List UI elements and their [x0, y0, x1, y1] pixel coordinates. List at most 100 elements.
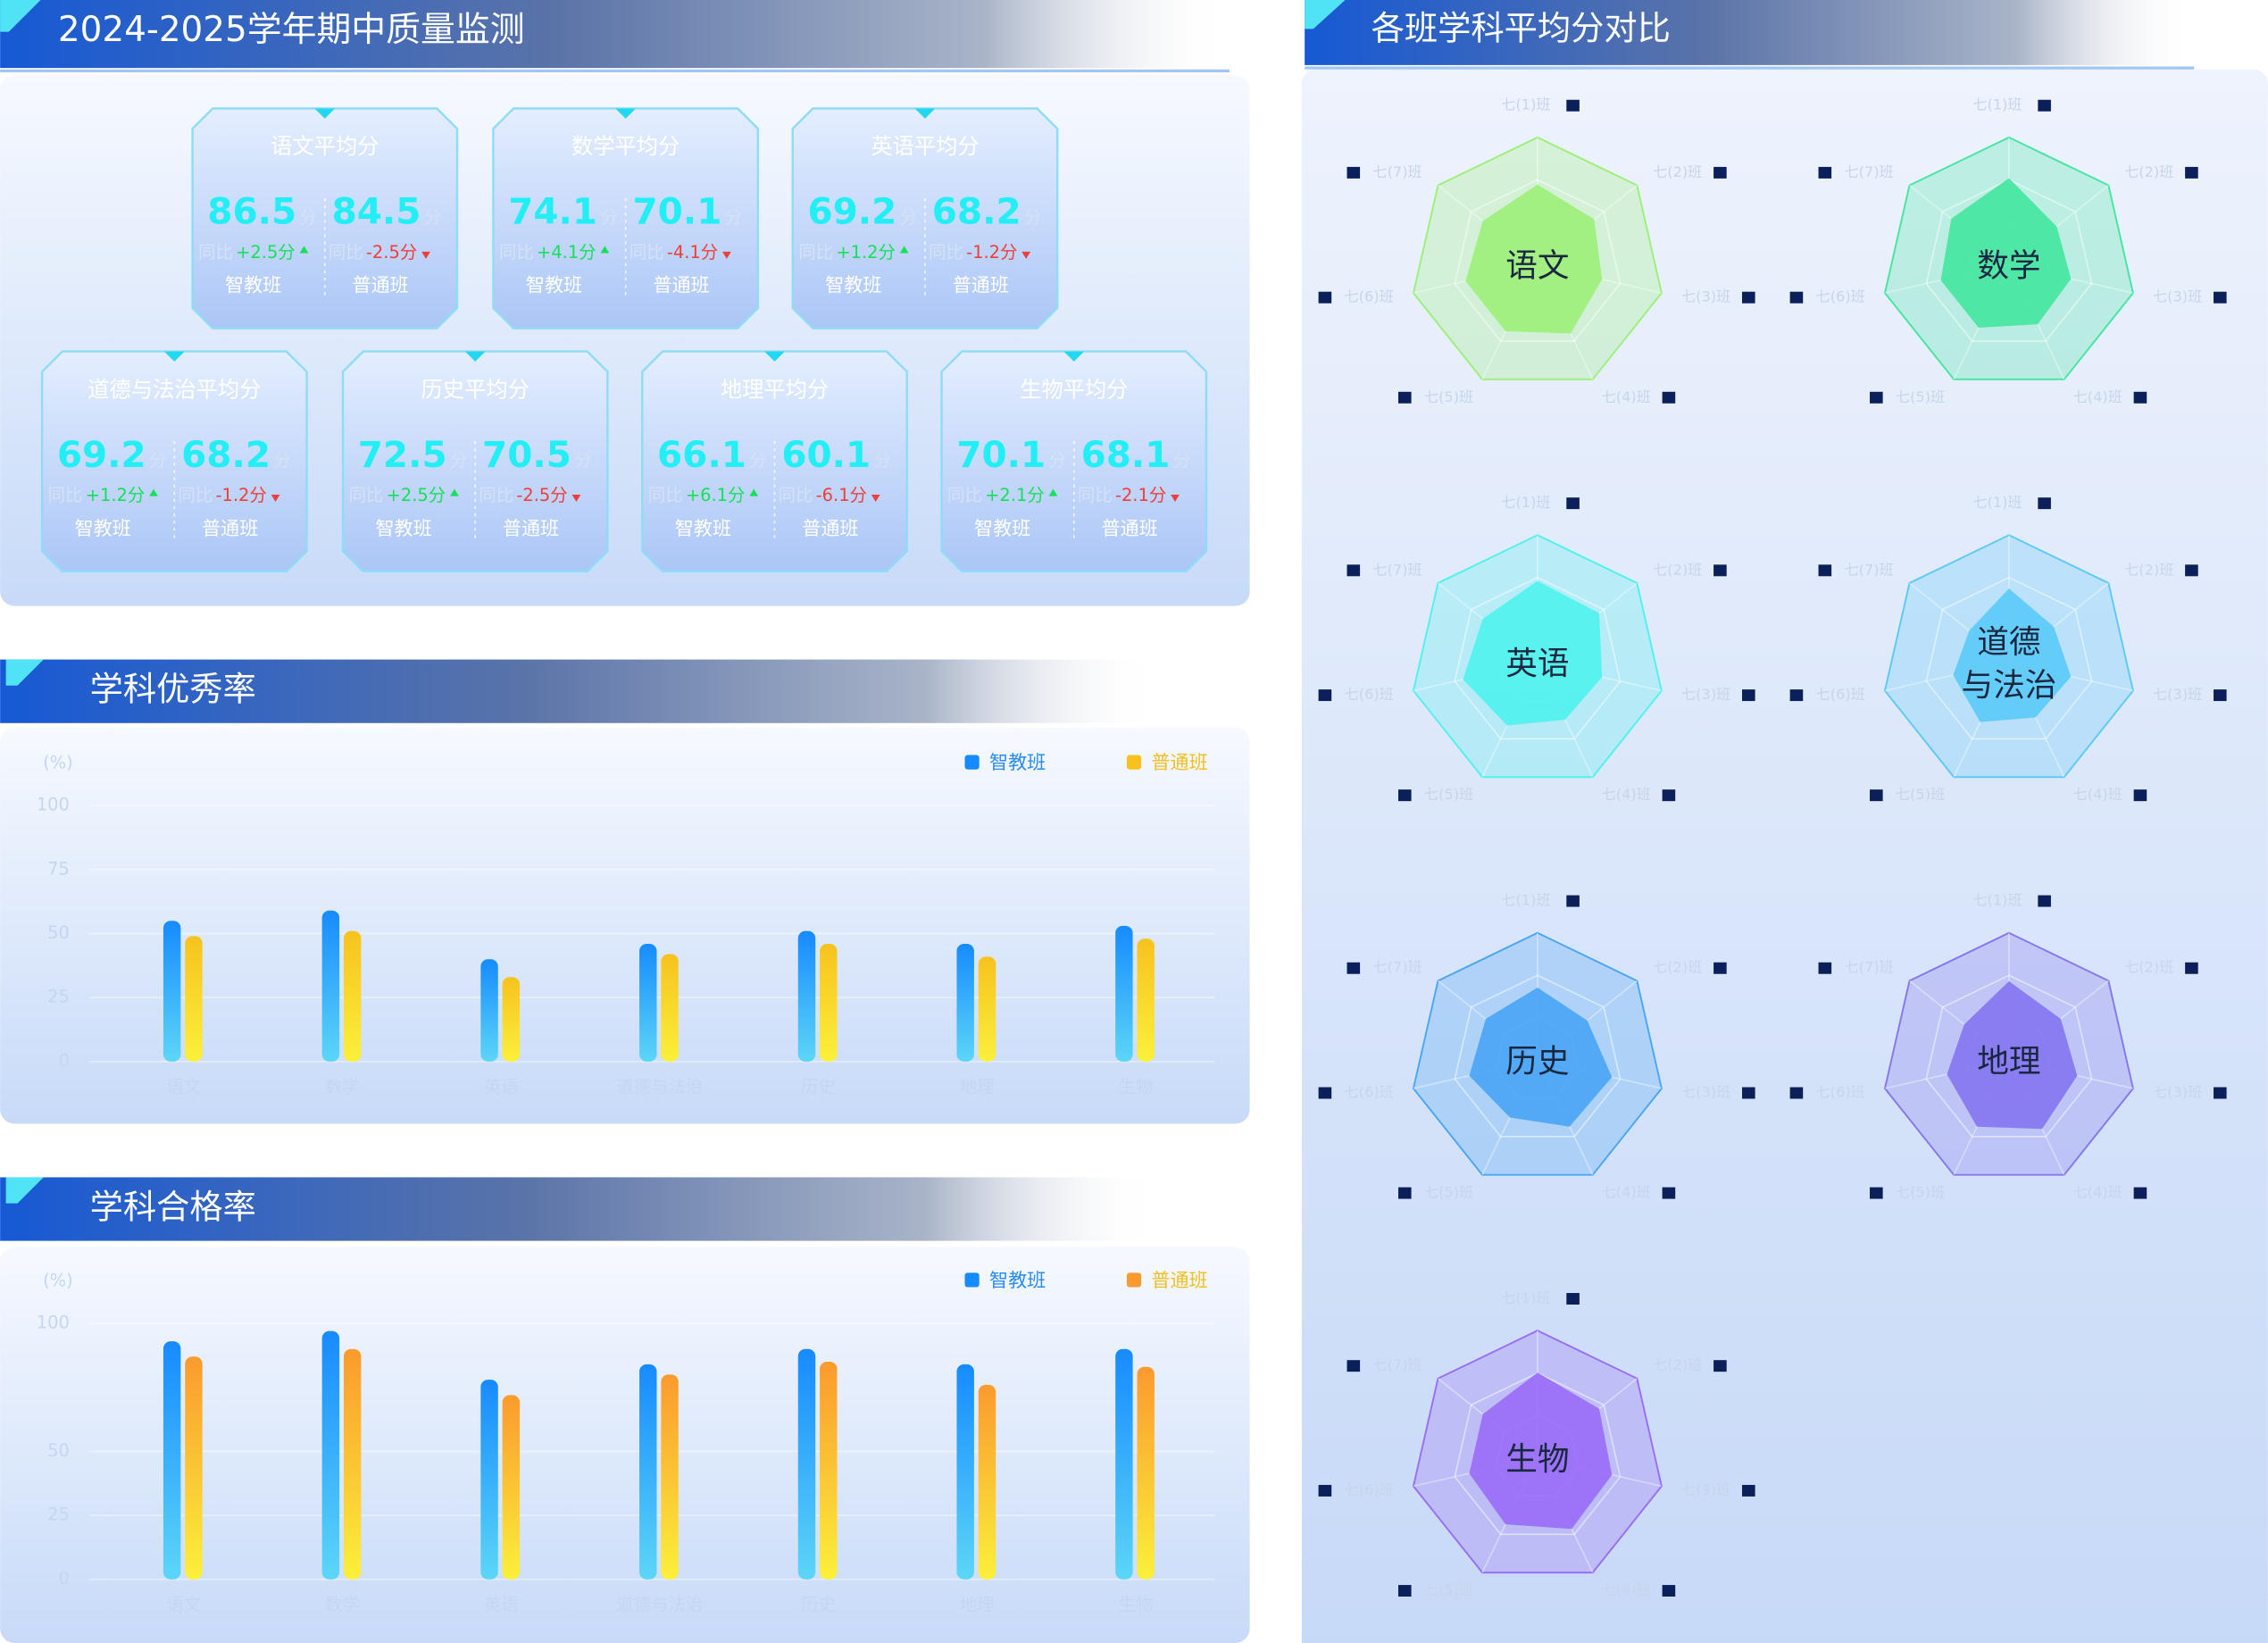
value-box [1318, 1484, 1332, 1497]
bar [1115, 1348, 1133, 1580]
yoy-label: 同比 [178, 485, 213, 505]
bar [343, 930, 362, 1062]
radar-center-label: 英语 [1505, 646, 1569, 682]
radar-category: 七(6)班 [1345, 288, 1394, 305]
bar [1137, 938, 1155, 1062]
value-box [1397, 391, 1412, 404]
card-title: 数学平均分 [571, 133, 680, 159]
yoy-label: 同比 [798, 242, 833, 263]
yoy-arrow [749, 488, 759, 496]
y-tick-label: 75 [47, 858, 70, 879]
radar-category: 七(1)班 [1501, 494, 1550, 511]
class-label: 普通班 [953, 274, 1009, 296]
score-value: 60.1 [781, 433, 871, 476]
radar-center-label: 数学 [1977, 248, 2040, 285]
class-label: 智教班 [825, 274, 881, 296]
yoy-arrow [299, 246, 309, 254]
value-box [1566, 99, 1580, 112]
score-card [940, 350, 1208, 573]
value-box [1662, 789, 1676, 802]
y-axis-label: (%) [43, 1271, 73, 1291]
value-box [2214, 1087, 2227, 1099]
value-box [1741, 1484, 1755, 1497]
score-unit: 分 [749, 450, 766, 471]
yoy-change: -6.1分 [816, 485, 867, 505]
radar-category: 七(4)班 [1602, 1581, 1651, 1598]
radar-area [1463, 580, 1603, 726]
value-box [2038, 895, 2051, 907]
yoy-arrow [600, 246, 610, 254]
score-value: 72.5 [358, 433, 447, 476]
radar-center-label: 历史 [1505, 1043, 1569, 1080]
bar [502, 1395, 521, 1580]
radar-category: 七(2)班 [2124, 163, 2173, 180]
value-box [1818, 166, 1832, 179]
score-unit: 分 [600, 207, 617, 228]
yoy-change: +1.2分 [86, 485, 146, 505]
banner-accent [0, 0, 41, 32]
value-box [1870, 391, 1883, 404]
bar [321, 910, 340, 1062]
y-axis-label: (%) [43, 753, 73, 773]
score-card [791, 107, 1059, 329]
x-tick-label: 地理 [960, 1077, 995, 1097]
x-tick-label: 语文 [166, 1077, 201, 1097]
yoy-label: 同比 [779, 485, 813, 505]
value-box [2185, 166, 2198, 179]
bar [1115, 925, 1133, 1062]
x-tick-label: 数学 [325, 1594, 360, 1614]
bar [978, 1384, 996, 1580]
radar-category: 七(7)班 [1372, 1356, 1422, 1373]
yoy-change: +1.2分 [836, 242, 896, 263]
value-box [1714, 1360, 1727, 1372]
class-label: 智教班 [675, 517, 731, 539]
yoy-label: 同比 [48, 485, 83, 505]
x-tick-label: 生物 [1118, 1594, 1153, 1614]
class-label: 普通班 [353, 274, 409, 296]
yoy-change: -2.1分 [1115, 485, 1166, 505]
score-value: 74.1 [508, 190, 597, 233]
value-box [2038, 99, 2051, 112]
yoy-arrow [722, 251, 731, 259]
value-box [1318, 1087, 1332, 1099]
card-title: 道德与法治平均分 [88, 376, 261, 402]
radar-category: 七(2)班 [1653, 959, 1702, 976]
yoy-label: 同比 [198, 242, 233, 263]
score-value: 66.1 [657, 433, 746, 476]
yoy-label: 同比 [947, 485, 982, 505]
x-tick-label: 历史 [801, 1077, 836, 1097]
radar-ring [1925, 576, 2093, 740]
section-title: 各班学科平均分对比 [1372, 9, 1671, 48]
x-tick-label: 历史 [801, 1594, 836, 1614]
bar [502, 977, 521, 1062]
radar-category: 七(5)班 [1424, 1184, 1473, 1201]
score-unit: 分 [1048, 450, 1065, 471]
value-box [1789, 291, 1804, 304]
value-box [1870, 789, 1883, 802]
yoy-change: -1.2分 [215, 485, 266, 505]
card-title: 英语平均分 [871, 133, 979, 159]
yoy-change: +2.5分 [236, 242, 296, 263]
radar-area [1940, 178, 2072, 329]
radar-category: 七(3)班 [2153, 686, 2202, 703]
class-label: 智教班 [225, 274, 281, 296]
radar-category: 七(1)班 [1501, 96, 1550, 113]
bar [639, 943, 657, 1062]
class-label: 智教班 [974, 517, 1030, 539]
radar-category: 七(3)班 [1681, 288, 1730, 305]
score-unit: 分 [1173, 450, 1190, 471]
yoy-label: 同比 [499, 242, 534, 263]
bar [185, 1356, 203, 1580]
radar-category: 七(5)班 [1896, 1184, 1945, 1201]
radar-category: 七(5)班 [1896, 388, 1945, 405]
radar-category: 七(7)班 [1844, 959, 1893, 976]
radar-category: 七(4)班 [1602, 388, 1651, 405]
radar-category: 七(6)班 [1816, 1084, 1865, 1101]
radar-category: 七(5)班 [1424, 786, 1473, 803]
value-box [1714, 166, 1727, 179]
value-box [1714, 564, 1727, 577]
panel [0, 1247, 1250, 1643]
value-box [1347, 166, 1361, 179]
score-card [40, 350, 308, 573]
radar-ring [1454, 1372, 1622, 1536]
